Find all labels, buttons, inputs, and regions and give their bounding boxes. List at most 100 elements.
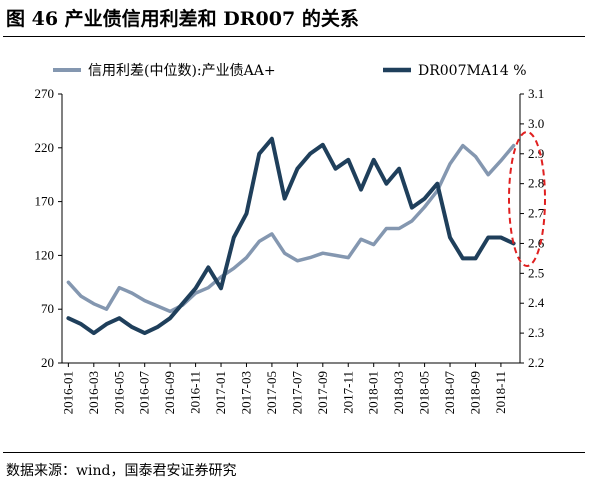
data-point-dr007 [321,143,325,147]
data-point-credit-spread [474,155,477,158]
data-point-credit-spread [168,310,172,313]
legend-item-dr007-label: DR007MA14 % [418,63,527,79]
data-point-dr007 [181,301,185,305]
data-point-dr007 [194,286,198,290]
data-point-credit-spread [334,254,337,257]
legend: 信用利差(中位数):产业债AA+ DR007MA14 % [53,63,527,79]
x-tick-label: 2018-07 [442,371,457,415]
data-point-credit-spread [194,291,198,295]
x-tick-label: 2016-03 [86,371,101,414]
chart: 信用利差(中位数):产业债AA+ DR007MA14 % 20 70 120 170 22… [35,63,546,414]
y-right-tick-label: 2.4 [528,295,545,310]
data-point-credit-spread [117,286,121,290]
data-point-credit-spread [321,251,325,255]
figure-title: 图 46 产业债信用利差和 DR007 的关系 [6,8,359,30]
data-point-credit-spread [423,205,426,209]
data-point-credit-spread [245,256,248,259]
data-point-dr007 [448,236,452,239]
data-point-dr007 [410,206,414,210]
data-point-credit-spread [296,259,299,263]
x-tick-label: 2017-11 [340,371,355,414]
data-point-dr007 [117,316,121,320]
source-note: 数据来源：wind，国泰君安证券研究 [6,463,237,479]
y-left-tick-label: 120 [35,247,55,262]
y-right-tick-label: 2.9 [528,146,544,161]
data-point-dr007 [79,322,83,326]
data-point-dr007 [168,316,172,320]
data-point-dr007 [435,182,439,186]
data-point-dr007 [474,257,477,260]
data-point-credit-spread [130,291,134,295]
highlight-ellipse [508,131,546,267]
y-left-tick-label: 70 [41,301,54,316]
x-tick-label: 2018-01 [366,371,381,414]
data-point-dr007 [270,137,274,141]
x-tick-label: 2016-01 [60,371,75,414]
data-point-credit-spread [359,237,363,241]
data-point-dr007 [461,257,465,260]
data-point-dr007 [245,212,248,216]
data-point-credit-spread [346,256,350,259]
data-point-dr007 [296,167,299,171]
axes: 20 70 120 170 220 270 2.2 2.3 2.4 2.5 2.6 2.7 2.8 2.9… [35,86,545,414]
title-divider [3,36,585,37]
data-point-dr007 [67,316,70,320]
y-left-tick-label: 270 [35,86,55,101]
data-point-dr007 [219,286,223,290]
data-point-credit-spread [448,162,452,166]
data-point-credit-spread [499,159,503,163]
data-point-credit-spread [232,266,236,270]
data-point-credit-spread [397,227,401,230]
annotation-layer [508,131,546,267]
data-point-dr007 [397,167,401,171]
x-tick-label: 2017-03 [238,371,253,414]
data-point-credit-spread [143,299,147,302]
x-tick-label: 2018-11 [493,371,508,414]
y-right-tick-label: 3.0 [528,116,544,131]
data-point-dr007 [385,182,388,186]
data-point-credit-spread [410,219,414,223]
data-point-dr007 [499,236,503,239]
data-point-dr007 [486,236,490,239]
data-point-credit-spread [283,251,286,255]
x-tick-label: 2017-07 [289,371,304,415]
x-tick-label: 2016-07 [137,371,152,415]
data-point-dr007 [308,152,312,156]
data-point-credit-spread [461,144,465,148]
y-left-tick-label: 20 [41,355,54,370]
data-point-credit-spread [385,227,388,230]
y-right-tick-label: 2.2 [528,355,544,370]
data-point-dr007 [206,266,210,269]
y-right-tick-label: 2.3 [528,325,544,340]
y-left-tick-label: 170 [35,194,55,209]
source-divider [3,452,585,453]
data-point-credit-spread [92,302,96,306]
x-tick-label: 2018-09 [467,371,482,414]
y-right-tick-label: 2.5 [528,265,544,280]
data-point-dr007 [143,331,147,335]
data-point-dr007 [232,236,236,239]
data-point-dr007 [130,325,134,329]
x-tick-label: 2018-03 [391,371,406,414]
data-point-credit-spread [67,280,70,284]
data-point-dr007 [156,325,159,329]
data-point-credit-spread [372,243,376,247]
x-tick-label: 2017-05 [264,371,279,414]
y-right-tick-label: 2.8 [528,176,544,191]
data-point-credit-spread [79,294,83,298]
data-point-dr007 [372,158,376,162]
data-point-dr007 [283,197,286,201]
y-right-tick-label: 2.7 [528,206,545,221]
y-right-tick-label: 2.6 [528,235,545,250]
x-tick-label: 2016-09 [162,371,177,414]
data-point-dr007 [423,197,426,201]
data-point-credit-spread [257,240,261,243]
data-point-credit-spread [156,304,159,308]
x-tick-label: 2017-09 [315,371,330,414]
y-right-tick-label: 3.1 [528,86,544,101]
data-point-credit-spread [105,307,108,311]
data-point-credit-spread [206,286,210,290]
y-left-tick-label: 220 [35,140,55,155]
x-tick-label: 2016-11 [188,371,203,414]
data-point-dr007 [334,167,337,171]
